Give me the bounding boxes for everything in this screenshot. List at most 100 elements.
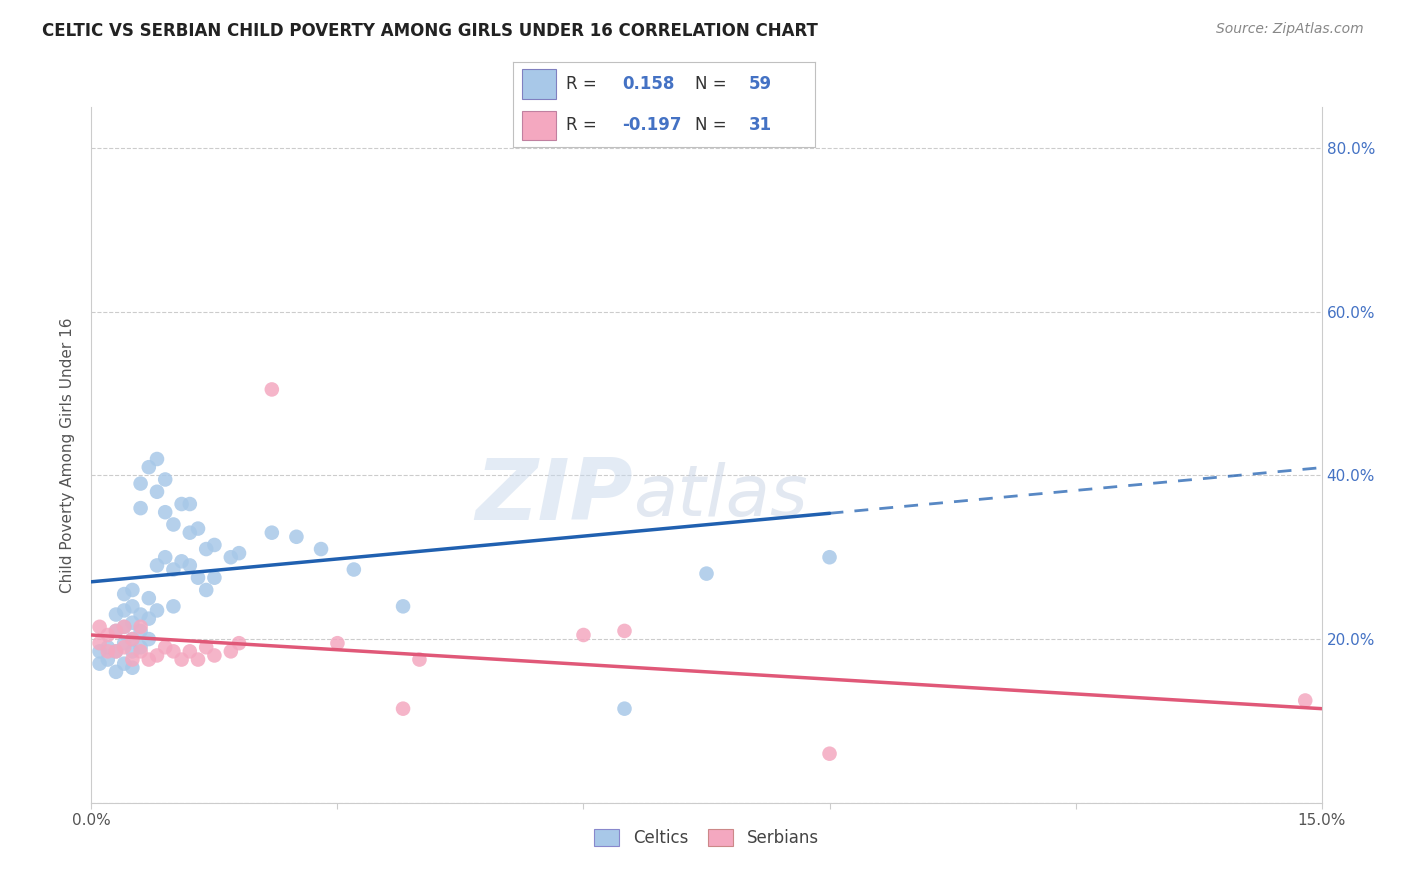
- Text: CELTIC VS SERBIAN CHILD POVERTY AMONG GIRLS UNDER 16 CORRELATION CHART: CELTIC VS SERBIAN CHILD POVERTY AMONG GI…: [42, 22, 818, 40]
- Point: [138, 460, 160, 475]
- Point: [121, 615, 143, 630]
- FancyBboxPatch shape: [522, 70, 555, 99]
- Point: [195, 640, 218, 655]
- Point: [138, 612, 160, 626]
- Point: [146, 603, 169, 617]
- Point: [138, 591, 160, 606]
- Point: [179, 644, 201, 658]
- Point: [129, 624, 152, 638]
- Point: [343, 562, 366, 576]
- Point: [162, 599, 184, 614]
- Point: [121, 632, 143, 646]
- Point: [219, 644, 242, 658]
- Point: [129, 620, 152, 634]
- Point: [260, 383, 283, 397]
- Point: [129, 640, 152, 655]
- Text: 0.158: 0.158: [621, 76, 675, 94]
- Point: [112, 636, 135, 650]
- Point: [146, 558, 169, 573]
- Point: [695, 566, 717, 581]
- Point: [285, 530, 308, 544]
- Point: [105, 644, 127, 658]
- Point: [138, 632, 160, 646]
- Point: [179, 558, 201, 573]
- Point: [89, 620, 111, 634]
- Point: [219, 550, 242, 565]
- Point: [195, 542, 218, 557]
- Point: [170, 652, 193, 666]
- Point: [228, 546, 250, 560]
- Point: [146, 484, 169, 499]
- Point: [121, 599, 143, 614]
- FancyBboxPatch shape: [522, 111, 555, 140]
- Point: [153, 640, 177, 655]
- Text: 31: 31: [749, 116, 772, 134]
- Point: [162, 517, 184, 532]
- Point: [121, 644, 143, 658]
- Point: [121, 582, 143, 597]
- Point: [202, 538, 225, 552]
- Point: [818, 550, 841, 565]
- Point: [89, 636, 111, 650]
- Point: [187, 571, 209, 585]
- Point: [105, 607, 127, 622]
- Point: [112, 620, 135, 634]
- Point: [97, 652, 120, 666]
- Point: [97, 628, 120, 642]
- Point: [129, 644, 152, 658]
- Point: [392, 599, 415, 614]
- Text: R =: R =: [567, 116, 602, 134]
- Point: [89, 657, 111, 671]
- Y-axis label: Child Poverty Among Girls Under 16: Child Poverty Among Girls Under 16: [60, 318, 76, 592]
- Point: [121, 632, 143, 646]
- Point: [162, 644, 184, 658]
- Text: Source: ZipAtlas.com: Source: ZipAtlas.com: [1216, 22, 1364, 37]
- Point: [408, 652, 430, 666]
- Text: atlas: atlas: [633, 462, 807, 531]
- Point: [105, 665, 127, 679]
- Point: [309, 542, 332, 557]
- Point: [129, 607, 152, 622]
- Point: [105, 624, 127, 638]
- Point: [202, 648, 225, 663]
- Point: [105, 644, 127, 658]
- Point: [105, 624, 127, 638]
- Point: [179, 497, 201, 511]
- Point: [146, 452, 169, 467]
- Point: [228, 636, 250, 650]
- Point: [187, 522, 209, 536]
- Point: [162, 562, 184, 576]
- Point: [818, 747, 841, 761]
- Text: -0.197: -0.197: [621, 116, 682, 134]
- Text: N =: N =: [695, 116, 731, 134]
- Point: [195, 582, 218, 597]
- Point: [170, 497, 193, 511]
- Text: ZIP: ZIP: [475, 455, 633, 538]
- Point: [326, 636, 349, 650]
- Point: [129, 501, 152, 516]
- Point: [112, 657, 135, 671]
- Point: [613, 701, 636, 715]
- Text: 59: 59: [749, 76, 772, 94]
- Point: [153, 505, 177, 519]
- Point: [112, 587, 135, 601]
- Legend: Celtics, Serbians: Celtics, Serbians: [588, 822, 825, 854]
- Point: [179, 525, 201, 540]
- Point: [138, 652, 160, 666]
- Point: [1294, 693, 1316, 707]
- Point: [112, 620, 135, 634]
- Point: [112, 640, 135, 655]
- Text: N =: N =: [695, 76, 731, 94]
- Point: [202, 571, 225, 585]
- Point: [121, 661, 143, 675]
- Point: [129, 476, 152, 491]
- Point: [572, 628, 595, 642]
- Point: [170, 554, 193, 568]
- Point: [260, 525, 283, 540]
- Point: [112, 603, 135, 617]
- Point: [613, 624, 636, 638]
- Point: [146, 648, 169, 663]
- Point: [392, 701, 415, 715]
- Point: [121, 652, 143, 666]
- Point: [97, 640, 120, 655]
